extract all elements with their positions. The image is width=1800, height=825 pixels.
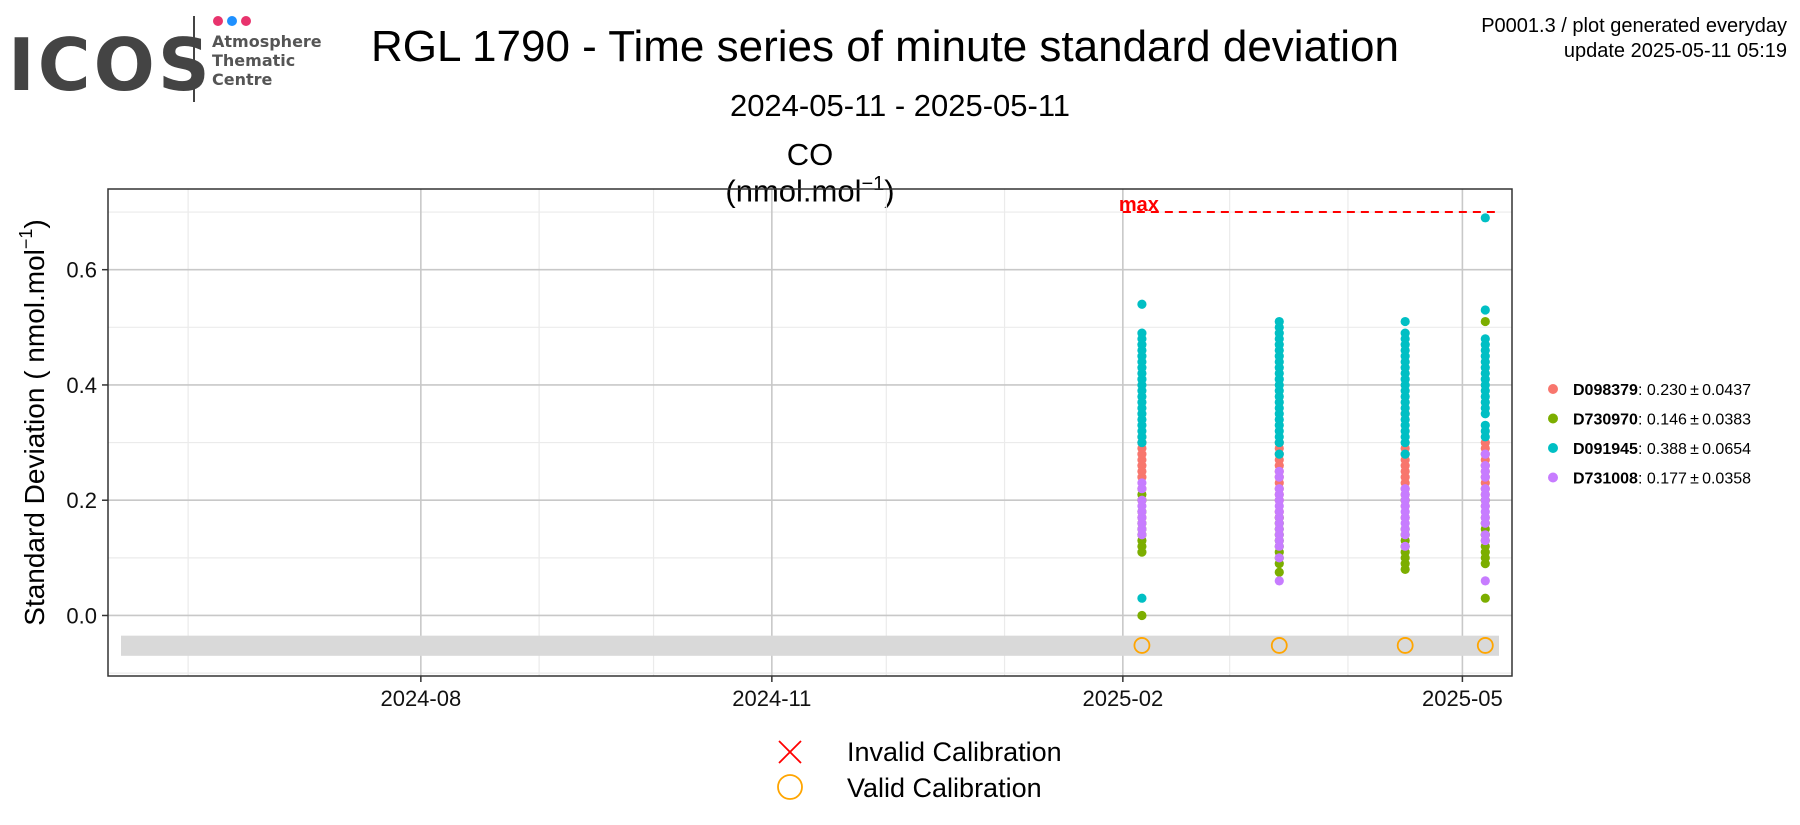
data-point-D091945 [1480,305,1490,315]
y-axis-title: Standard Deviation ( nmol.mol−1) [16,219,50,625]
data-point-D091945 [1400,316,1410,327]
max-line-layer: max [1119,194,1500,216]
calibration-markers [1133,637,1494,654]
y-axis-label-end: ) [19,219,50,228]
data-point-D091945 [1480,420,1490,430]
data-point-D091945 [1274,449,1284,459]
legend-entry-D731008: D731008: 0.177 ± 0.0358 [1573,471,1751,488]
invalid-calibration-icon [778,740,802,764]
data-point-D730970 [1137,610,1147,621]
x-tick-label: 2024-11 [732,686,811,711]
x-tick-label: 2025-05 [1422,686,1503,711]
y-tick-label: 0.6 [66,258,97,283]
legend-swatch-D091945 [1548,443,1558,453]
plot-id-text: P0001.3 / plot generated everyday [1481,15,1787,37]
plot-title: CO (nmol.mol−1) [700,137,920,209]
logo-line-3: Centre [212,70,273,89]
valid-calibration-icon [777,774,803,800]
invalid-calibration-label: Invalid Calibration [847,737,1062,767]
plot-title-end: ) [884,173,895,209]
logo-dot [227,16,237,26]
data-point-D731008 [1274,466,1284,477]
plot-meta: P0001.3 / plot generated everyday update… [1481,14,1787,64]
chart-points [1137,213,1490,621]
logo-line-2: Thematic [212,51,295,70]
data-point-D091945 [1137,299,1147,309]
legend-entry-D098379: D098379: 0.230 ± 0.0437 [1573,382,1751,399]
plot-title-main: CO (nmol.mol [725,137,862,209]
data-point-D731008 [1480,530,1490,540]
icos-logo: ICOS Atmosphere Thematic Centre [8,10,338,110]
y-tick-label: 0.0 [66,603,97,628]
legend-entry-D730970: D730970: 0.146 ± 0.0383 [1573,412,1751,429]
legend-swatch-D730970 [1548,413,1558,424]
valid-calibration-marker [1270,637,1288,654]
y-tick-label: 0.4 [66,373,97,398]
logo-line-1: Atmosphere [212,32,322,51]
data-point-D731008 [1137,478,1147,488]
data-point-D091945 [1480,213,1490,223]
date-range-subtitle: 2024-05-11 - 2025-05-11 [729,88,1071,123]
calibration-band-layer [121,635,1499,656]
data-point-D730970 [1274,567,1284,577]
legend-swatch-D098379 [1548,384,1558,394]
page-title: RGL 1790 - Time series of minute standar… [370,22,1399,71]
data-point-D091945 [1400,449,1410,459]
update-time-text: update 2025-05-11 05:19 [1563,40,1787,62]
data-point-D091945 [1137,593,1147,603]
data-point-D731008 [1274,553,1284,563]
chart-grid [108,189,1512,676]
logo-dot [213,16,223,26]
max-label: max [1119,194,1159,216]
data-point-D091945 [1137,328,1147,338]
data-point-D730970 [1480,593,1490,603]
valid-calibration-marker [1396,637,1414,654]
data-point-D731008 [1400,541,1410,551]
data-point-D731008 [1480,449,1490,459]
y-axis-label-main: Standard Deviation ( nmol.mol [19,249,50,626]
data-point-D731008 [1400,484,1410,494]
calibration-legend: Invalid Calibration Valid Calibration [777,737,1062,803]
valid-calibration-marker [1133,637,1151,654]
data-point-D091945 [1400,328,1410,338]
x-tick-label: 2025-02 [1082,686,1163,711]
data-point-D731008 [1480,461,1490,471]
axis-ticks: 2024-08 2024-11 2025-02 2025-05 0.0 0.2 0.4 0.6 [66,258,1502,711]
y-axis-label: Standard Deviation ( nmol.mol−1) [16,219,50,625]
calibration-band [121,635,1499,656]
logo-wordmark: ICOS [8,23,213,107]
data-point-D731008 [1480,484,1490,494]
panel-border [107,188,1513,677]
data-point-D730970 [1480,316,1490,327]
logo-dot [241,16,251,26]
data-point-D091945 [1480,334,1490,344]
data-point-D731008 [1137,495,1147,505]
data-point-D091945 [1274,316,1284,327]
x-tick-label: 2024-08 [380,686,461,711]
y-tick-label: 0.2 [66,488,97,513]
data-point-D731008 [1480,576,1490,586]
data-point-D731008 [1274,484,1284,494]
legend-entry-D091945: D091945: 0.388 ± 0.0654 [1573,441,1751,458]
y-axis-label-exponent: −1 [16,229,36,250]
data-point-D731008 [1274,576,1284,586]
valid-calibration-marker [1476,637,1494,654]
valid-calibration-label: Valid Calibration [847,773,1042,803]
series-legend: D098379: 0.230 ± 0.0437 D730970: 0.146 ± … [1548,382,1751,488]
legend-swatch-D731008 [1548,472,1558,483]
